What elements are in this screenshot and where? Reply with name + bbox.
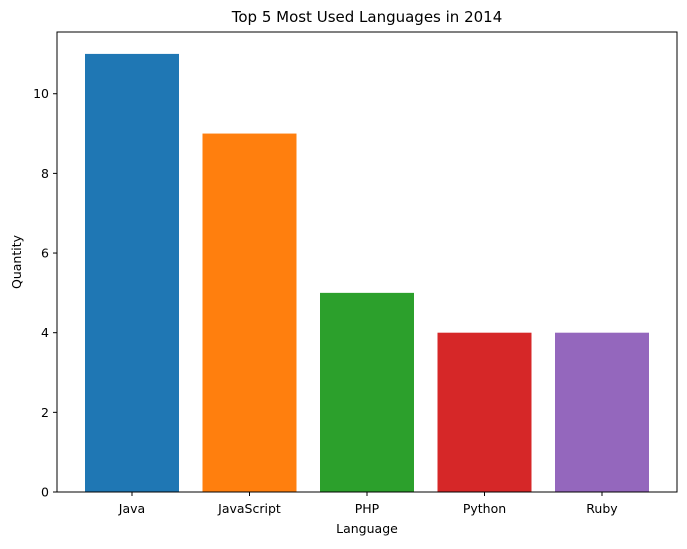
x-tick-label: Ruby — [586, 501, 618, 516]
y-tick-label: 0 — [41, 485, 49, 500]
bar-php — [320, 292, 414, 492]
y-axis-label: Quantity — [9, 234, 24, 289]
x-tick-label: Java — [118, 501, 145, 516]
bar-ruby — [555, 332, 649, 492]
bar-python — [437, 332, 532, 492]
bar-java — [85, 53, 179, 493]
bar-javascript — [202, 133, 297, 492]
y-axis-ticks: 0 2 4 6 8 10 — [33, 86, 57, 500]
x-axis-label: Language — [336, 521, 398, 536]
x-axis-ticks: Java JavaScript PHP Python Ruby — [118, 492, 618, 516]
plot-frame — [56, 31, 678, 493]
x-tick-label: PHP — [355, 501, 380, 516]
y-tick-label: 10 — [33, 86, 49, 101]
y-tick-label: 8 — [41, 166, 49, 181]
x-tick-label: JavaScript — [217, 501, 281, 516]
y-tick-label: 2 — [41, 405, 49, 420]
y-tick-label: 6 — [41, 246, 49, 261]
y-tick-label: 4 — [41, 325, 49, 340]
chart-title: Top 5 Most Used Languages in 2014 — [231, 8, 503, 26]
x-tick-label: Python — [463, 501, 506, 516]
bars-layer — [85, 53, 649, 493]
